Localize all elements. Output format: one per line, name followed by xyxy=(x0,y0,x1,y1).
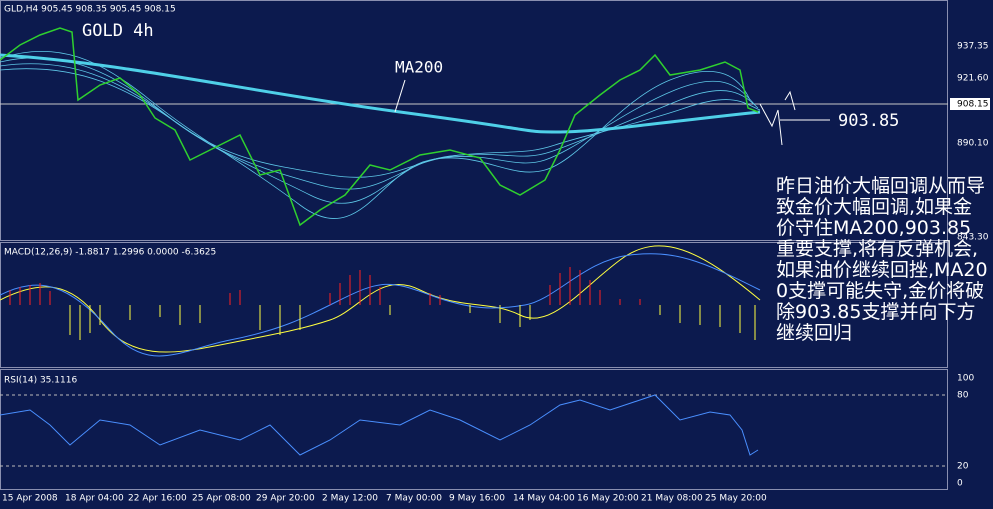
title: GOLD 4h xyxy=(82,21,154,41)
rsi-tick: 0 xyxy=(957,479,963,489)
ma200 xyxy=(0,53,761,134)
annotation: 昨日油价大幅回调从而导致金价大幅回调,如果金价守住MA200,903.85重要支… xyxy=(776,175,988,344)
x-label: 25 May 20:00 xyxy=(705,494,767,504)
macd-lines xyxy=(0,245,761,357)
x-label: 22 Apr 16:00 xyxy=(128,494,187,504)
rsi-tick: 80 xyxy=(957,391,969,401)
price-tick: 843.30 xyxy=(957,233,989,243)
ma-ribbon xyxy=(0,51,761,219)
level-label: 903.85 xyxy=(838,111,899,131)
x-label: 18 Apr 04:00 xyxy=(65,494,124,504)
plot-bg xyxy=(0,0,948,490)
rsi-line xyxy=(0,394,759,456)
x-label: 16 May 20:00 xyxy=(577,494,639,504)
price-tick: 890.10 xyxy=(957,139,989,149)
ma-pointer xyxy=(394,79,406,113)
price-tick: 937.35 xyxy=(957,42,989,52)
x-label: 14 May 04:00 xyxy=(513,494,575,504)
macd-header: MACD(12,26,9) -1.8817 1.2996 0.0000 -6.3… xyxy=(4,248,216,258)
frames xyxy=(0,0,948,490)
price-tick: 908.15 xyxy=(957,100,989,110)
macd-histogram xyxy=(9,267,756,340)
x-label: 9 May 16:00 xyxy=(449,494,505,504)
ma-label: MA200 xyxy=(395,58,443,77)
x-label: 21 May 08:00 xyxy=(641,494,703,504)
price-bars xyxy=(0,27,759,227)
x-label: 15 Apr 2008 xyxy=(2,494,58,504)
price-tick: 921.60 xyxy=(957,74,989,84)
rsi-tick: 20 xyxy=(957,462,969,472)
rsi-tick: 100 xyxy=(957,374,974,384)
x-label: 7 May 00:00 xyxy=(386,494,442,504)
arrows xyxy=(759,90,796,146)
rsi-levels xyxy=(0,394,948,467)
x-label: 2 May 12:00 xyxy=(322,494,378,504)
x-label: 25 Apr 08:00 xyxy=(192,494,251,504)
rsi-header: RSI(14) 35.1116 xyxy=(4,376,77,386)
price-box xyxy=(950,98,990,110)
main-header: GLD,H4 905.45 908.35 905.45 908.15 xyxy=(4,5,176,15)
x-label: 29 Apr 20:00 xyxy=(256,494,315,504)
